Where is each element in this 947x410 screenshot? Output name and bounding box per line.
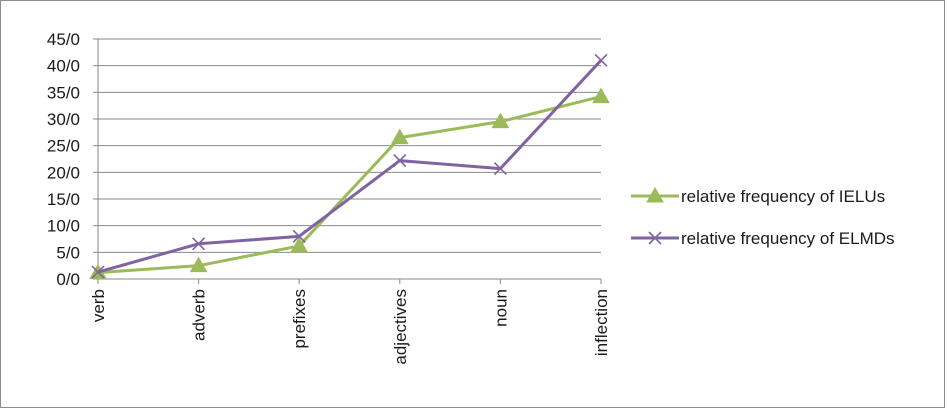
data-point-x (493, 162, 507, 176)
series-line (97, 95, 602, 275)
data-point-x (393, 154, 407, 168)
legend-entry: relative frequency of ELMDs (631, 229, 895, 248)
legend-label: relative frequency of ELMDs (681, 229, 895, 248)
x-category-label: adverb (190, 289, 209, 341)
legend: relative frequency of IELUs relative freq… (631, 186, 895, 248)
legend-marker-triangle (646, 186, 664, 203)
x-category-label: prefixes (290, 289, 309, 349)
legend-label: relative frequency of IELUs (681, 187, 885, 206)
legend-marker-x (648, 231, 662, 245)
x-category-label: inflection (592, 289, 611, 356)
axes (93, 38, 602, 284)
y-tick-label: 30/0 (47, 110, 80, 129)
y-tick-label: 15/0 (47, 190, 80, 209)
legend-entry: relative frequency of IELUs (631, 186, 885, 206)
data-point-triangle (592, 87, 610, 104)
y-tick-label: 25/0 (47, 137, 80, 156)
data-point-triangle (189, 256, 208, 273)
series-2 (91, 53, 608, 279)
y-tick-label: 10/0 (47, 217, 80, 236)
data-point-triangle (491, 112, 510, 129)
y-axis-tick-labels: 0/0 5/0 10/0 15/0 20/0 25/0 30/0 35/0 40/0 45/0 (47, 30, 80, 289)
y-tick-label: 35/0 (47, 83, 80, 102)
data-point-x (594, 53, 608, 67)
x-axis-category-labels: verb adverb prefixes adjectives noun inflecti… (89, 289, 611, 365)
y-tick-label: 45/0 (47, 30, 80, 49)
x-category-label: verb (89, 289, 108, 322)
y-tick-label: 40/0 (47, 57, 80, 76)
data-point-triangle (390, 128, 409, 145)
gridlines (98, 38, 601, 253)
series-1 (89, 87, 610, 280)
data-point-x (192, 237, 206, 251)
y-tick-label: 0/0 (56, 270, 80, 289)
data-point-triangle (290, 236, 309, 253)
series-line (97, 59, 603, 274)
y-tick-label: 5/0 (56, 243, 80, 262)
data-point-x (292, 229, 306, 243)
data-point-x (91, 265, 105, 279)
series-lines (89, 53, 610, 280)
x-category-label: noun (491, 289, 510, 327)
x-category-label: adjectives (391, 289, 410, 365)
y-tick-label: 20/0 (47, 163, 80, 182)
